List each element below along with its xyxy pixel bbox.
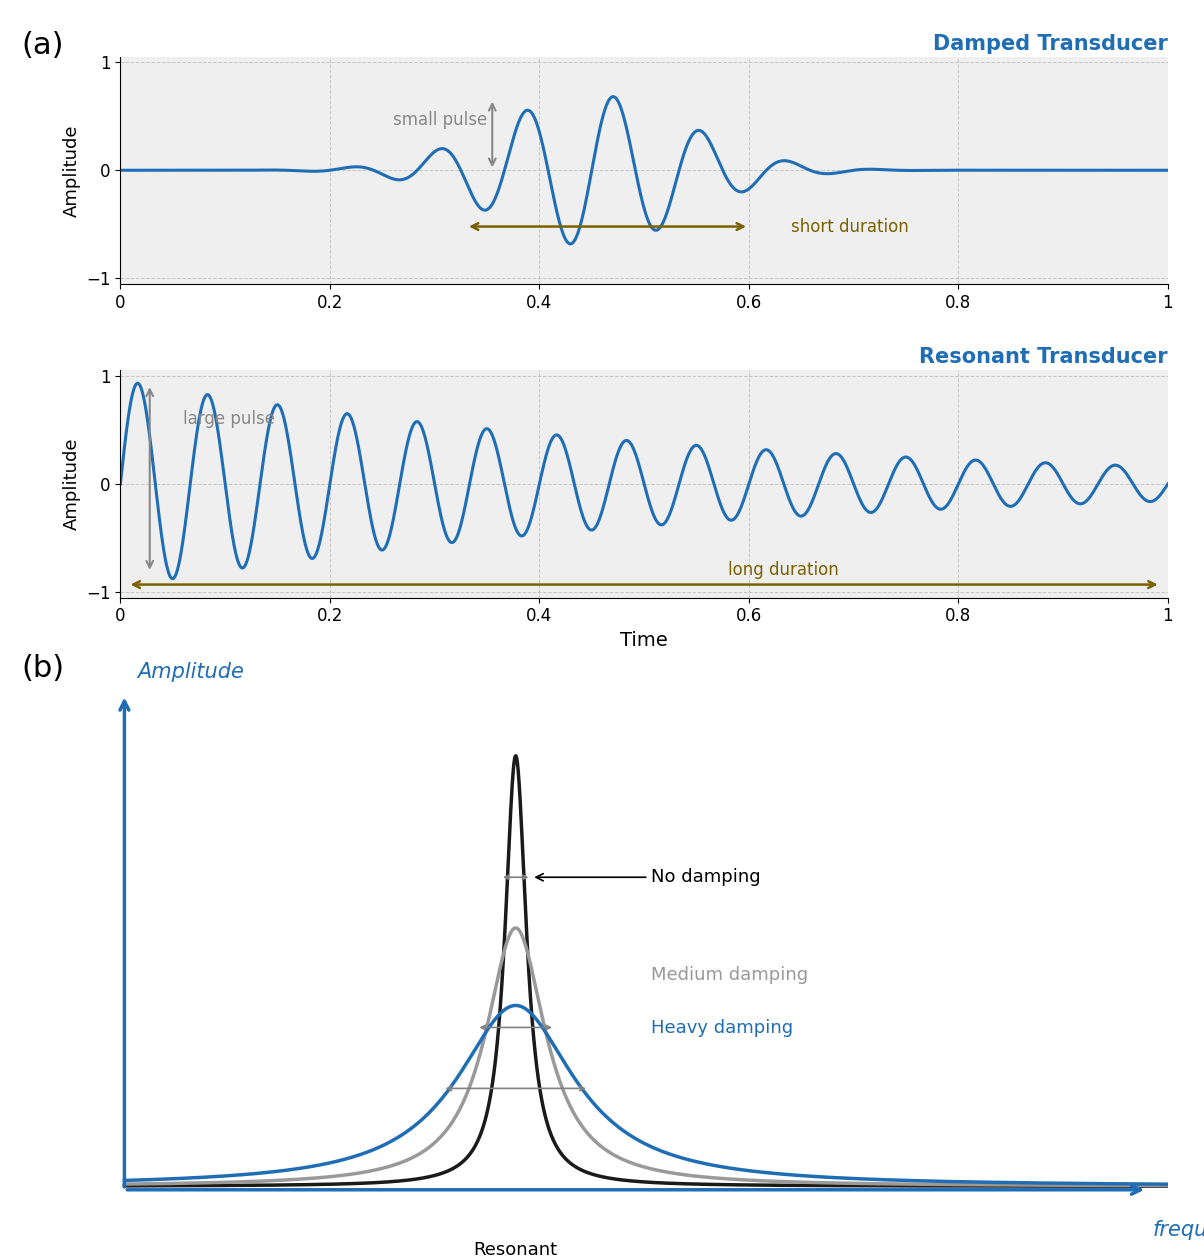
Text: (a): (a) bbox=[22, 31, 64, 60]
Text: long duration: long duration bbox=[728, 561, 839, 580]
Text: Amplitude: Amplitude bbox=[137, 662, 244, 682]
Text: (b): (b) bbox=[22, 654, 65, 683]
X-axis label: Time: Time bbox=[620, 630, 668, 650]
Text: short duration: short duration bbox=[791, 218, 909, 235]
Y-axis label: Amplitude: Amplitude bbox=[63, 125, 81, 216]
Text: Resonant
frequency: Resonant frequency bbox=[471, 1242, 561, 1258]
Text: frequency: frequency bbox=[1152, 1220, 1204, 1240]
Text: No damping: No damping bbox=[536, 868, 761, 886]
Text: small pulse: small pulse bbox=[393, 111, 486, 130]
Y-axis label: Amplitude: Amplitude bbox=[63, 438, 81, 530]
Text: large pulse: large pulse bbox=[183, 410, 276, 428]
Text: Heavy damping: Heavy damping bbox=[651, 1019, 793, 1037]
Text: Damped Transducer: Damped Transducer bbox=[933, 34, 1168, 54]
Text: Medium damping: Medium damping bbox=[651, 966, 809, 984]
Text: Resonant Transducer: Resonant Transducer bbox=[920, 347, 1168, 367]
